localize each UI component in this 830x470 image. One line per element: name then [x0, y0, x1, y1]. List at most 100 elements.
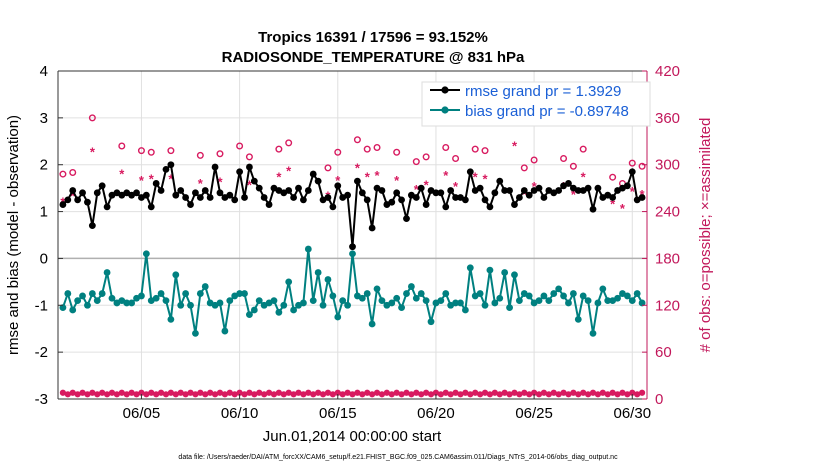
obs-assimilated-marker: *	[149, 171, 155, 186]
rmse-marker	[520, 187, 528, 194]
rmse-marker	[525, 191, 533, 199]
obs-assimilated-marker: *	[453, 179, 459, 194]
bias-marker	[285, 278, 293, 286]
bias-marker	[221, 327, 229, 335]
bias-marker	[555, 285, 563, 293]
rmse-marker	[515, 194, 523, 201]
obs-possible-marker	[628, 159, 636, 167]
rmse-marker	[363, 196, 371, 204]
bias-marker	[324, 276, 332, 283]
y-tick-label-left: 1	[40, 204, 48, 221]
bias-marker	[275, 308, 283, 316]
rmse-marker	[506, 187, 513, 194]
rmse-marker	[133, 189, 140, 197]
rmse-marker	[255, 184, 263, 192]
bias-marker	[437, 297, 445, 304]
x-tick-label: 06/20	[417, 405, 455, 422]
rmse-marker	[206, 194, 214, 201]
bias-marker	[535, 297, 543, 304]
obs-possible-marker	[88, 114, 96, 122]
bias-marker	[486, 266, 494, 274]
y-tick-label-left: -1	[35, 297, 48, 314]
chart-subtitle: RADIOSONDE_TEMPERATURE @ 831 hPa	[222, 49, 525, 66]
obs-assimilated-marker: *	[571, 187, 577, 202]
y-tick-label-right: 360	[655, 110, 680, 127]
rmse-marker	[324, 194, 332, 201]
x-tick-label: 06/15	[319, 405, 357, 422]
obs-possible-marker	[442, 144, 450, 152]
bias-marker	[408, 283, 415, 290]
obs-possible-marker	[569, 162, 577, 170]
rmse-marker	[74, 196, 82, 204]
rmse-marker	[216, 189, 224, 197]
bias-marker	[108, 294, 116, 302]
bias-marker	[403, 290, 410, 297]
obs-possible-marker	[245, 153, 253, 161]
y-tick-label-left: 3	[40, 110, 48, 127]
bias-marker	[128, 299, 136, 307]
rmse-marker	[157, 187, 165, 194]
bias-marker	[594, 299, 602, 307]
obs-possible-marker	[216, 150, 224, 158]
bias-marker	[304, 245, 312, 253]
obs-possible-marker	[579, 145, 587, 153]
legend-bias-marker	[441, 106, 449, 114]
bias-marker	[358, 294, 366, 302]
bias-marker	[103, 269, 111, 276]
bias-marker	[515, 297, 523, 304]
bias-marker	[123, 299, 131, 307]
obs-possible-marker	[363, 145, 371, 153]
obs-assimilated-marker: *	[70, 188, 76, 203]
bias-marker	[196, 290, 204, 297]
obs-assimilated-marker: *	[217, 174, 223, 189]
bias-marker	[442, 290, 450, 297]
bias-marker	[64, 290, 72, 297]
bias-marker	[177, 301, 185, 309]
obs-possible-marker	[69, 169, 77, 177]
rmse-marker	[84, 198, 91, 206]
rmse-marker	[452, 194, 459, 201]
rmse-marker	[412, 194, 420, 201]
bias-marker	[172, 271, 180, 279]
bias-marker	[216, 299, 224, 307]
rmse-marker	[589, 205, 597, 213]
bias-marker	[417, 290, 425, 297]
bias-marker	[329, 292, 337, 300]
rmse-marker	[358, 189, 366, 197]
obs-assimilated-marker: *	[365, 170, 371, 185]
bias-marker	[565, 299, 572, 307]
legend-rmse-label: rmse grand pr = 1.3929	[465, 83, 621, 100]
bias-marker	[412, 294, 420, 302]
bias-marker	[569, 290, 577, 297]
bias-marker	[270, 297, 278, 304]
bias-marker	[314, 269, 322, 276]
x-axis-label: Jun.01,2014 00:00:00 start	[263, 428, 442, 445]
rmse-marker	[565, 180, 572, 187]
bias-marker	[398, 304, 405, 312]
obs-possible-marker	[236, 142, 244, 150]
rmse-marker	[417, 184, 425, 192]
bias-marker	[182, 290, 190, 297]
bias-marker	[422, 297, 430, 304]
rmse-marker	[491, 189, 499, 197]
bias-marker	[604, 297, 612, 304]
bias-marker	[339, 297, 347, 304]
obs-possible-marker	[412, 158, 420, 166]
obs-possible-marker	[324, 164, 332, 172]
y-tick-label-right: 60	[655, 344, 672, 361]
bias-marker	[574, 315, 582, 323]
rmse-marker	[309, 170, 317, 178]
rmse-marker	[628, 168, 636, 176]
obs-possible-marker	[137, 147, 145, 155]
rmse-marker	[304, 187, 312, 194]
obs-assimilated-marker: *	[473, 170, 479, 185]
x-tick-label: 06/10	[221, 405, 259, 422]
rmse-marker	[481, 196, 489, 204]
bias-marker	[98, 290, 106, 297]
obs-assimilated-marker: *	[119, 167, 125, 182]
y-tick-label-left: 4	[40, 63, 48, 80]
obs-assimilated-marker: *	[247, 178, 253, 193]
bias-marker	[584, 297, 592, 304]
rmse-marker	[354, 177, 361, 185]
rmse-marker	[466, 168, 474, 176]
